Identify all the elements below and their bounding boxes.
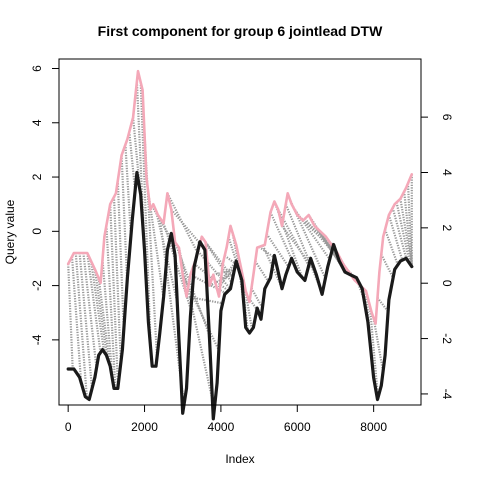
x-tick-label: 6000 [284, 420, 311, 434]
y-tick-label: 4 [30, 119, 44, 126]
y2-tick-label: 2 [440, 224, 454, 231]
alignment-line [139, 82, 152, 352]
x-tick-label: 0 [65, 420, 72, 434]
alignment-line [372, 318, 385, 372]
x-axis: 0 2000 4000 6000 8000 [65, 404, 387, 434]
y2-tick-label: -2 [440, 333, 454, 344]
y2-tick-label: -4 [440, 389, 454, 400]
y-axis-right: -4 -2 0 2 4 6 [420, 114, 454, 400]
y-tick-label: -2 [30, 280, 44, 291]
alignment-line [216, 265, 236, 290]
alignment-line [197, 250, 232, 290]
alignment-line [90, 261, 106, 353]
alignment-line [391, 207, 408, 259]
alignment-line [97, 278, 112, 367]
alignment-line [258, 245, 276, 259]
alignment-line [406, 183, 413, 267]
alignment-line [120, 155, 129, 282]
y2-tick-label: 6 [440, 114, 454, 121]
alignment-line [112, 196, 122, 364]
alignment-line [86, 252, 102, 353]
alignment-line [70, 256, 83, 383]
alignment-line [399, 198, 413, 267]
alignment-line [67, 263, 74, 370]
y-tick-label: -4 [30, 334, 44, 345]
series-line-reference [66, 170, 414, 421]
alignment-line [250, 287, 264, 309]
y-axis-left: -4 -2 0 2 4 6 [30, 65, 60, 345]
y-tick-label: 2 [30, 173, 44, 180]
alignment-line [380, 253, 395, 279]
alignment-line [213, 268, 235, 276]
alignment-line [74, 252, 88, 398]
y-tick-label: 6 [30, 65, 44, 72]
alignment-line [288, 198, 327, 279]
alignment-line [101, 259, 114, 382]
alignment-line [78, 252, 94, 389]
alignment-line [82, 252, 98, 368]
alignment-line [147, 193, 165, 298]
x-tick-label: 2000 [131, 420, 158, 434]
alignment-line [170, 208, 205, 249]
alignment-line [364, 290, 375, 372]
x-tick-label: 4000 [208, 420, 235, 434]
x-axis-label: Index [225, 452, 254, 466]
alignment-line [124, 144, 132, 237]
alignment-line [395, 202, 411, 265]
alignment-line [128, 131, 137, 191]
y-tick-label: 0 [30, 228, 44, 235]
chart-title: First component for group 6 jointlead DT… [98, 23, 383, 39]
alignment-line [376, 297, 389, 313]
alignment-line [105, 225, 117, 389]
y2-tick-label: 4 [440, 169, 454, 176]
alignment-line [109, 204, 120, 387]
y2-tick-label: 0 [440, 280, 454, 287]
series-layer [66, 69, 414, 421]
alignment-line [384, 229, 399, 266]
alignment-line [93, 269, 109, 358]
y-axis-label: Query value [3, 199, 17, 264]
x-tick-label: 8000 [360, 420, 387, 434]
alignment-line [166, 192, 199, 253]
alignment-line [387, 214, 404, 261]
